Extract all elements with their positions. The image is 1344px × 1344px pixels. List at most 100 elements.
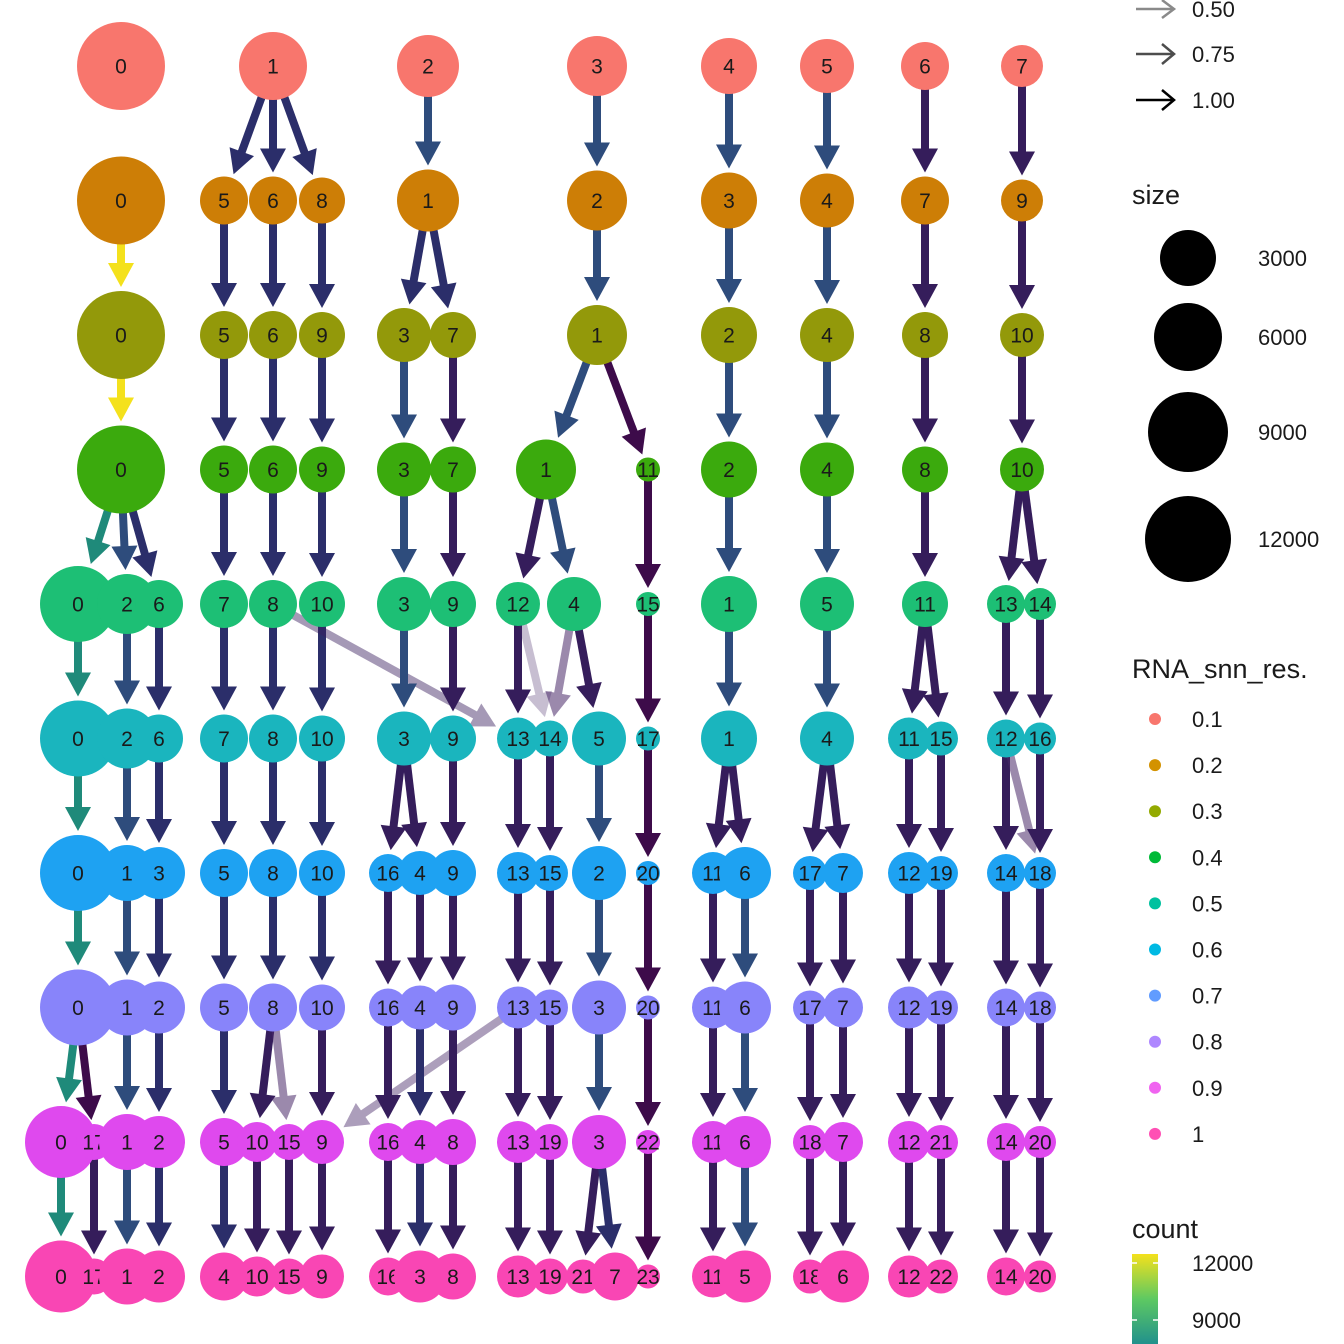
legend-alpha-label: 0.50 — [1192, 0, 1235, 22]
cluster-node-label: 1 — [723, 594, 735, 617]
cluster-node-label: 8 — [267, 594, 279, 617]
cluster-node-label: 9 — [316, 325, 328, 348]
cluster-node-label: 5 — [218, 997, 230, 1020]
cluster-node: 3 — [133, 847, 185, 899]
cluster-node-label: 9 — [1016, 190, 1028, 213]
legend-resolution-item: 0.7 — [1149, 984, 1223, 1009]
cluster-node-label: 22 — [929, 1266, 952, 1289]
cluster-node-circle — [430, 312, 476, 358]
cluster-node: 0 — [40, 700, 116, 777]
cluster-node: 8 — [430, 1253, 476, 1300]
edge-arrow — [912, 354, 938, 443]
cluster-node-circle — [800, 173, 854, 228]
legend-resolution-key — [1149, 759, 1161, 772]
cluster-node-circle — [902, 312, 948, 358]
cluster-node-circle — [823, 987, 863, 1028]
cluster-node-circle — [133, 847, 185, 899]
cluster-node-circle — [271, 1124, 307, 1160]
edge-arrow — [797, 887, 823, 987]
cluster-node-label: 6 — [153, 594, 165, 617]
edge-arrow — [428, 225, 457, 309]
cluster-node-circle — [40, 835, 116, 911]
cluster-node: 20 — [1024, 1260, 1056, 1293]
edge-arrow — [146, 1029, 172, 1112]
cluster-node-circle — [200, 849, 248, 897]
cluster-node: 16 — [369, 1123, 407, 1161]
edge-arrow — [814, 357, 840, 439]
cluster-node-circle — [200, 311, 248, 359]
cluster-node-label: 2 — [591, 190, 603, 213]
cluster-node-label: 0 — [115, 459, 127, 482]
legend-resolution-title: RNA_snn_res. — [1132, 654, 1308, 684]
cluster-node-circle — [902, 446, 948, 493]
cluster-node: 2 — [567, 170, 627, 231]
cluster-node-circle — [77, 425, 165, 514]
legend-resolution-item: 0.4 — [1149, 845, 1223, 870]
cluster-node: 7 — [823, 1122, 863, 1162]
edge-arrow — [65, 636, 91, 697]
cluster-node-label: 15 — [277, 1132, 300, 1155]
edge-arrow — [407, 891, 433, 982]
cluster-node-circle — [902, 581, 948, 627]
cluster-node: 5 — [719, 1250, 771, 1303]
edge-arrow — [260, 893, 286, 980]
cluster-node-label: 7 — [837, 997, 849, 1020]
cluster-node: 15 — [532, 855, 568, 891]
cluster-node: 5 — [200, 176, 248, 225]
edge-arrow — [700, 1159, 726, 1252]
cluster-node-circle — [532, 1258, 568, 1295]
cluster-node-label: 14 — [994, 997, 1018, 1020]
edge-arrow — [993, 620, 1019, 716]
cluster-node-label: 14 — [994, 1132, 1018, 1155]
cluster-node: 19 — [532, 1258, 568, 1295]
cluster-node-circle — [924, 1125, 958, 1159]
cluster-node: 13 — [987, 585, 1025, 623]
cluster-node-label: 0 — [115, 56, 127, 79]
cluster-node-circle — [133, 981, 185, 1034]
cluster-node-label: 19 — [929, 997, 952, 1020]
cluster-node-circle — [369, 1123, 407, 1161]
cluster-node-circle — [987, 1123, 1025, 1161]
edge-arrow — [114, 764, 140, 841]
cluster-node-label: 18 — [1028, 997, 1051, 1020]
edge-arrow — [705, 761, 732, 849]
cluster-node-label: 1 — [121, 1266, 133, 1289]
edge-arrow — [440, 489, 466, 577]
cluster-node-label: 19 — [538, 1266, 561, 1289]
edge-arrow — [1027, 1021, 1053, 1122]
cluster-node-circle — [1024, 722, 1056, 755]
cluster-node-circle — [1001, 45, 1043, 87]
cluster-node-circle — [532, 720, 568, 757]
cluster-node-circle — [497, 986, 539, 1029]
cluster-node-label: 4 — [414, 1132, 426, 1155]
cluster-node: 0 — [25, 1106, 97, 1178]
cluster-node-circle — [377, 711, 431, 766]
legend-size-label: 12000 — [1258, 527, 1319, 552]
cluster-node: 18 — [793, 1125, 827, 1159]
cluster-node-label: 11 — [702, 997, 724, 1020]
cluster-node-label: 0 — [72, 728, 84, 751]
edge-arrow — [993, 754, 1019, 850]
edge-arrow — [586, 1030, 612, 1111]
cluster-node-circle — [430, 1253, 476, 1300]
edge-arrow — [518, 621, 552, 718]
cluster-node: 6 — [135, 714, 183, 763]
edge-arrow — [440, 623, 466, 712]
edge-arrow — [814, 492, 840, 573]
cluster-node-label: 8 — [447, 1266, 459, 1289]
edge-arrow — [260, 355, 286, 442]
cluster-node: 20 — [636, 861, 660, 886]
cluster-node-label: 21 — [571, 1266, 594, 1289]
cluster-node-label: 7 — [837, 1132, 849, 1155]
cluster-node-label: 7 — [919, 190, 931, 213]
cluster-node-circle — [701, 172, 757, 229]
cluster-node: 5 — [800, 577, 854, 631]
legend-resolution-item: 0.2 — [1149, 753, 1223, 778]
cluster-node-label: 18 — [798, 1266, 821, 1289]
cluster-node-label: 2 — [121, 594, 133, 617]
cluster-node: 14 — [987, 988, 1025, 1027]
cluster-node-circle — [567, 305, 627, 365]
legend-count-title: count — [1132, 1214, 1199, 1244]
cluster-node-circle — [719, 1116, 771, 1168]
cluster-node: 4 — [547, 577, 601, 631]
